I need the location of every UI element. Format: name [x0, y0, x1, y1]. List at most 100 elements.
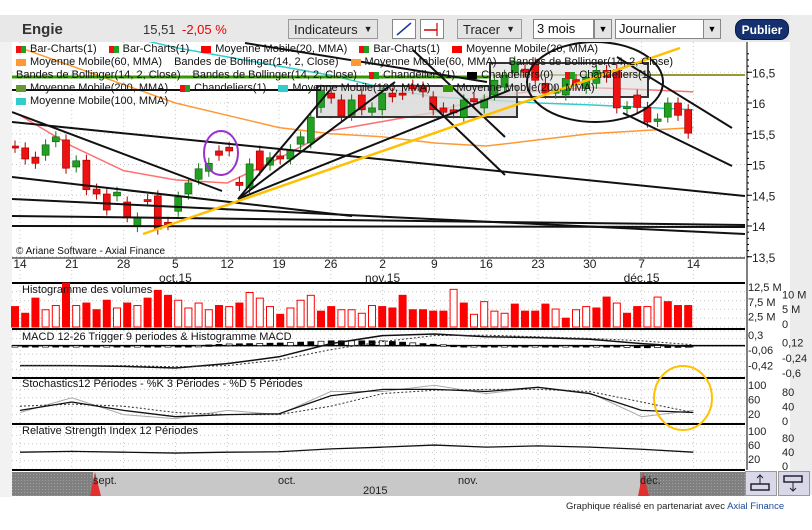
volume-bar	[510, 303, 519, 328]
stoch-tick-label: 0	[782, 416, 788, 428]
candle-body	[470, 98, 478, 103]
indicators-dropdown[interactable]: Indicateurs ▼	[288, 19, 378, 39]
draw-line-tool[interactable]	[392, 19, 416, 39]
volume-bar	[541, 303, 550, 328]
volume-bar	[521, 310, 529, 328]
yellow-circle[interactable]	[653, 365, 713, 431]
date-tick-label: 26	[324, 257, 338, 271]
candle-body	[623, 106, 631, 110]
stock-chart[interactable]: © Ariane Software - Axial Finance 16,516…	[0, 0, 812, 500]
interval-chevron-icon[interactable]: ▼	[703, 19, 721, 39]
candle-body	[357, 94, 366, 111]
candle	[41, 139, 50, 161]
volume-bar	[602, 296, 611, 328]
macd-histogram-bar	[83, 345, 90, 348]
panel-down-button[interactable]	[778, 471, 810, 496]
top-strip	[0, 0, 812, 15]
volume-bar	[368, 305, 376, 328]
macd-histogram-bar	[134, 345, 141, 348]
macd-histogram-bar	[348, 340, 355, 346]
date-tick-label: 28	[117, 257, 131, 271]
candle	[663, 97, 672, 123]
candle-body	[663, 102, 672, 118]
price-tick-label: 14	[752, 220, 766, 234]
macd-histogram-bar	[389, 341, 396, 346]
volume-bar	[337, 309, 346, 328]
candle-body	[327, 92, 336, 99]
volume-bar	[663, 301, 672, 328]
chevron-down-icon: ▼	[363, 24, 373, 34]
volume-bar	[470, 313, 478, 328]
macd-histogram-bar	[511, 345, 519, 348]
publish-button[interactable]: Publier	[735, 19, 789, 40]
trendline	[12, 215, 745, 226]
date-tick-label: 30	[583, 257, 597, 271]
price-tick-label: 15	[752, 159, 766, 173]
drawn-ellipse	[526, 42, 664, 123]
volume-bar	[490, 310, 499, 328]
macd-histogram-bar	[215, 344, 223, 347]
volume-bar	[102, 299, 111, 328]
draw-dropdown[interactable]: Tracer ▼	[457, 19, 522, 39]
month-label: oct.15	[159, 271, 192, 285]
price-tick-label: 16	[752, 97, 766, 111]
macd-histogram-bar	[419, 343, 427, 346]
date-tick-label: 14	[687, 257, 701, 271]
volume-bar	[174, 299, 183, 328]
trendline	[12, 121, 745, 197]
drawn-trendlines[interactable]	[12, 42, 745, 235]
arrow-up-box-icon	[750, 474, 770, 491]
volume-bar	[612, 302, 621, 328]
candle-body	[102, 193, 111, 211]
panel-up-button[interactable]	[745, 471, 777, 496]
rsi-tick-label: 20	[748, 454, 760, 466]
nav-month-sept: sept.	[93, 475, 117, 487]
candle-body	[500, 74, 509, 88]
candle	[510, 56, 519, 79]
volume-bar	[153, 289, 162, 328]
nav-year: 2015	[363, 485, 387, 497]
rsi-tick-label: 0	[782, 461, 788, 473]
volume-bar	[306, 294, 315, 328]
volume-bar	[72, 305, 81, 328]
horizontal-line-icon	[424, 23, 438, 36]
macd-histogram-bar	[52, 345, 60, 348]
draw-horizontal-tool[interactable]	[420, 19, 444, 39]
macd-tick-label: -0,6	[782, 368, 801, 380]
volume-bar	[327, 306, 336, 328]
macd-histogram-bar	[62, 345, 70, 348]
trendline	[12, 176, 353, 217]
volume-bar	[561, 317, 570, 328]
macd-histogram-bar	[358, 340, 366, 346]
macd-histogram-bar	[521, 345, 529, 348]
purple-circle[interactable]	[203, 130, 239, 176]
date-tick-label: 5	[172, 257, 179, 271]
arrow-down-box-icon	[783, 475, 803, 492]
macd-histogram-bar	[246, 343, 253, 346]
period-select[interactable]: 3 mois	[533, 19, 594, 39]
time-navigator[interactable]: sept. oct. nov. déc. 2015	[12, 472, 745, 497]
axial-finance-link[interactable]: Axial Finance	[727, 501, 785, 512]
price-tick-label: 13,5	[752, 251, 776, 265]
volume-bar	[164, 294, 172, 328]
yellow-trendline[interactable]	[142, 46, 681, 236]
macd-histogram-bar	[654, 345, 661, 348]
candle-body	[153, 195, 162, 230]
trendline	[429, 102, 506, 176]
volume-bar	[204, 309, 213, 328]
macd-histogram-bar	[11, 345, 19, 348]
stoch-tick-label: 40	[782, 402, 794, 414]
macd-histogram-bar	[72, 345, 80, 348]
rsi-tick-label: 80	[782, 433, 794, 445]
volume-bar	[480, 301, 489, 328]
interval-select[interactable]: Journalier	[615, 19, 704, 39]
volume-bar	[623, 312, 631, 328]
period-chevron-icon[interactable]: ▼	[594, 19, 612, 39]
volume-bar	[123, 302, 132, 328]
macd-histogram-bar	[562, 345, 570, 348]
macd-histogram-bar	[633, 345, 641, 349]
macd-line	[20, 333, 694, 369]
macd-histogram-bar	[450, 344, 457, 348]
copyright: © Ariane Software - Axial Finance	[16, 246, 166, 257]
candle	[12, 140, 19, 153]
